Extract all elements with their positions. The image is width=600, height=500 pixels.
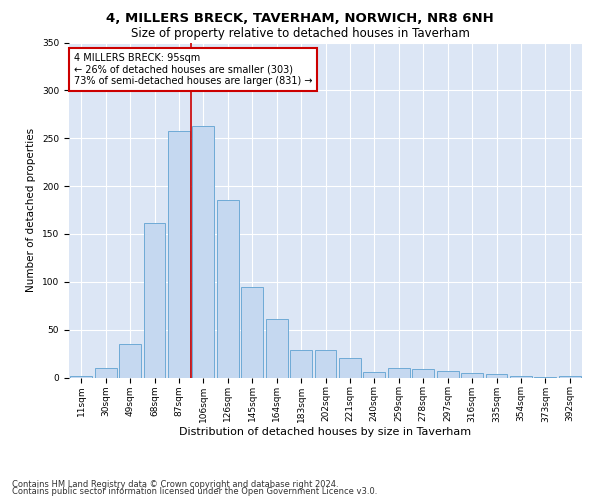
Bar bbox=[193, 126, 214, 378]
Text: Contains HM Land Registry data © Crown copyright and database right 2024.: Contains HM Land Registry data © Crown c… bbox=[12, 480, 338, 489]
Bar bbox=[314, 350, 337, 378]
Bar bbox=[95, 368, 116, 378]
Bar bbox=[168, 130, 190, 378]
Text: 4 MILLERS BRECK: 95sqm
← 26% of detached houses are smaller (303)
73% of semi-de: 4 MILLERS BRECK: 95sqm ← 26% of detached… bbox=[74, 52, 313, 86]
Bar bbox=[339, 358, 361, 378]
Bar bbox=[388, 368, 410, 378]
Bar bbox=[535, 376, 556, 378]
Bar bbox=[143, 224, 166, 378]
X-axis label: Distribution of detached houses by size in Taverham: Distribution of detached houses by size … bbox=[179, 427, 472, 437]
Bar bbox=[510, 376, 532, 378]
Text: 4, MILLERS BRECK, TAVERHAM, NORWICH, NR8 6NH: 4, MILLERS BRECK, TAVERHAM, NORWICH, NR8… bbox=[106, 12, 494, 26]
Bar bbox=[412, 369, 434, 378]
Bar bbox=[461, 372, 483, 378]
Bar bbox=[559, 376, 581, 378]
Bar bbox=[217, 200, 239, 378]
Bar bbox=[290, 350, 312, 378]
Bar bbox=[266, 319, 287, 378]
Bar bbox=[241, 286, 263, 378]
Bar bbox=[70, 376, 92, 378]
Bar bbox=[437, 371, 458, 378]
Text: Contains public sector information licensed under the Open Government Licence v3: Contains public sector information licen… bbox=[12, 488, 377, 496]
Y-axis label: Number of detached properties: Number of detached properties bbox=[26, 128, 37, 292]
Bar bbox=[485, 374, 508, 378]
Bar bbox=[119, 344, 141, 378]
Bar bbox=[364, 372, 385, 378]
Text: Size of property relative to detached houses in Taverham: Size of property relative to detached ho… bbox=[131, 28, 469, 40]
